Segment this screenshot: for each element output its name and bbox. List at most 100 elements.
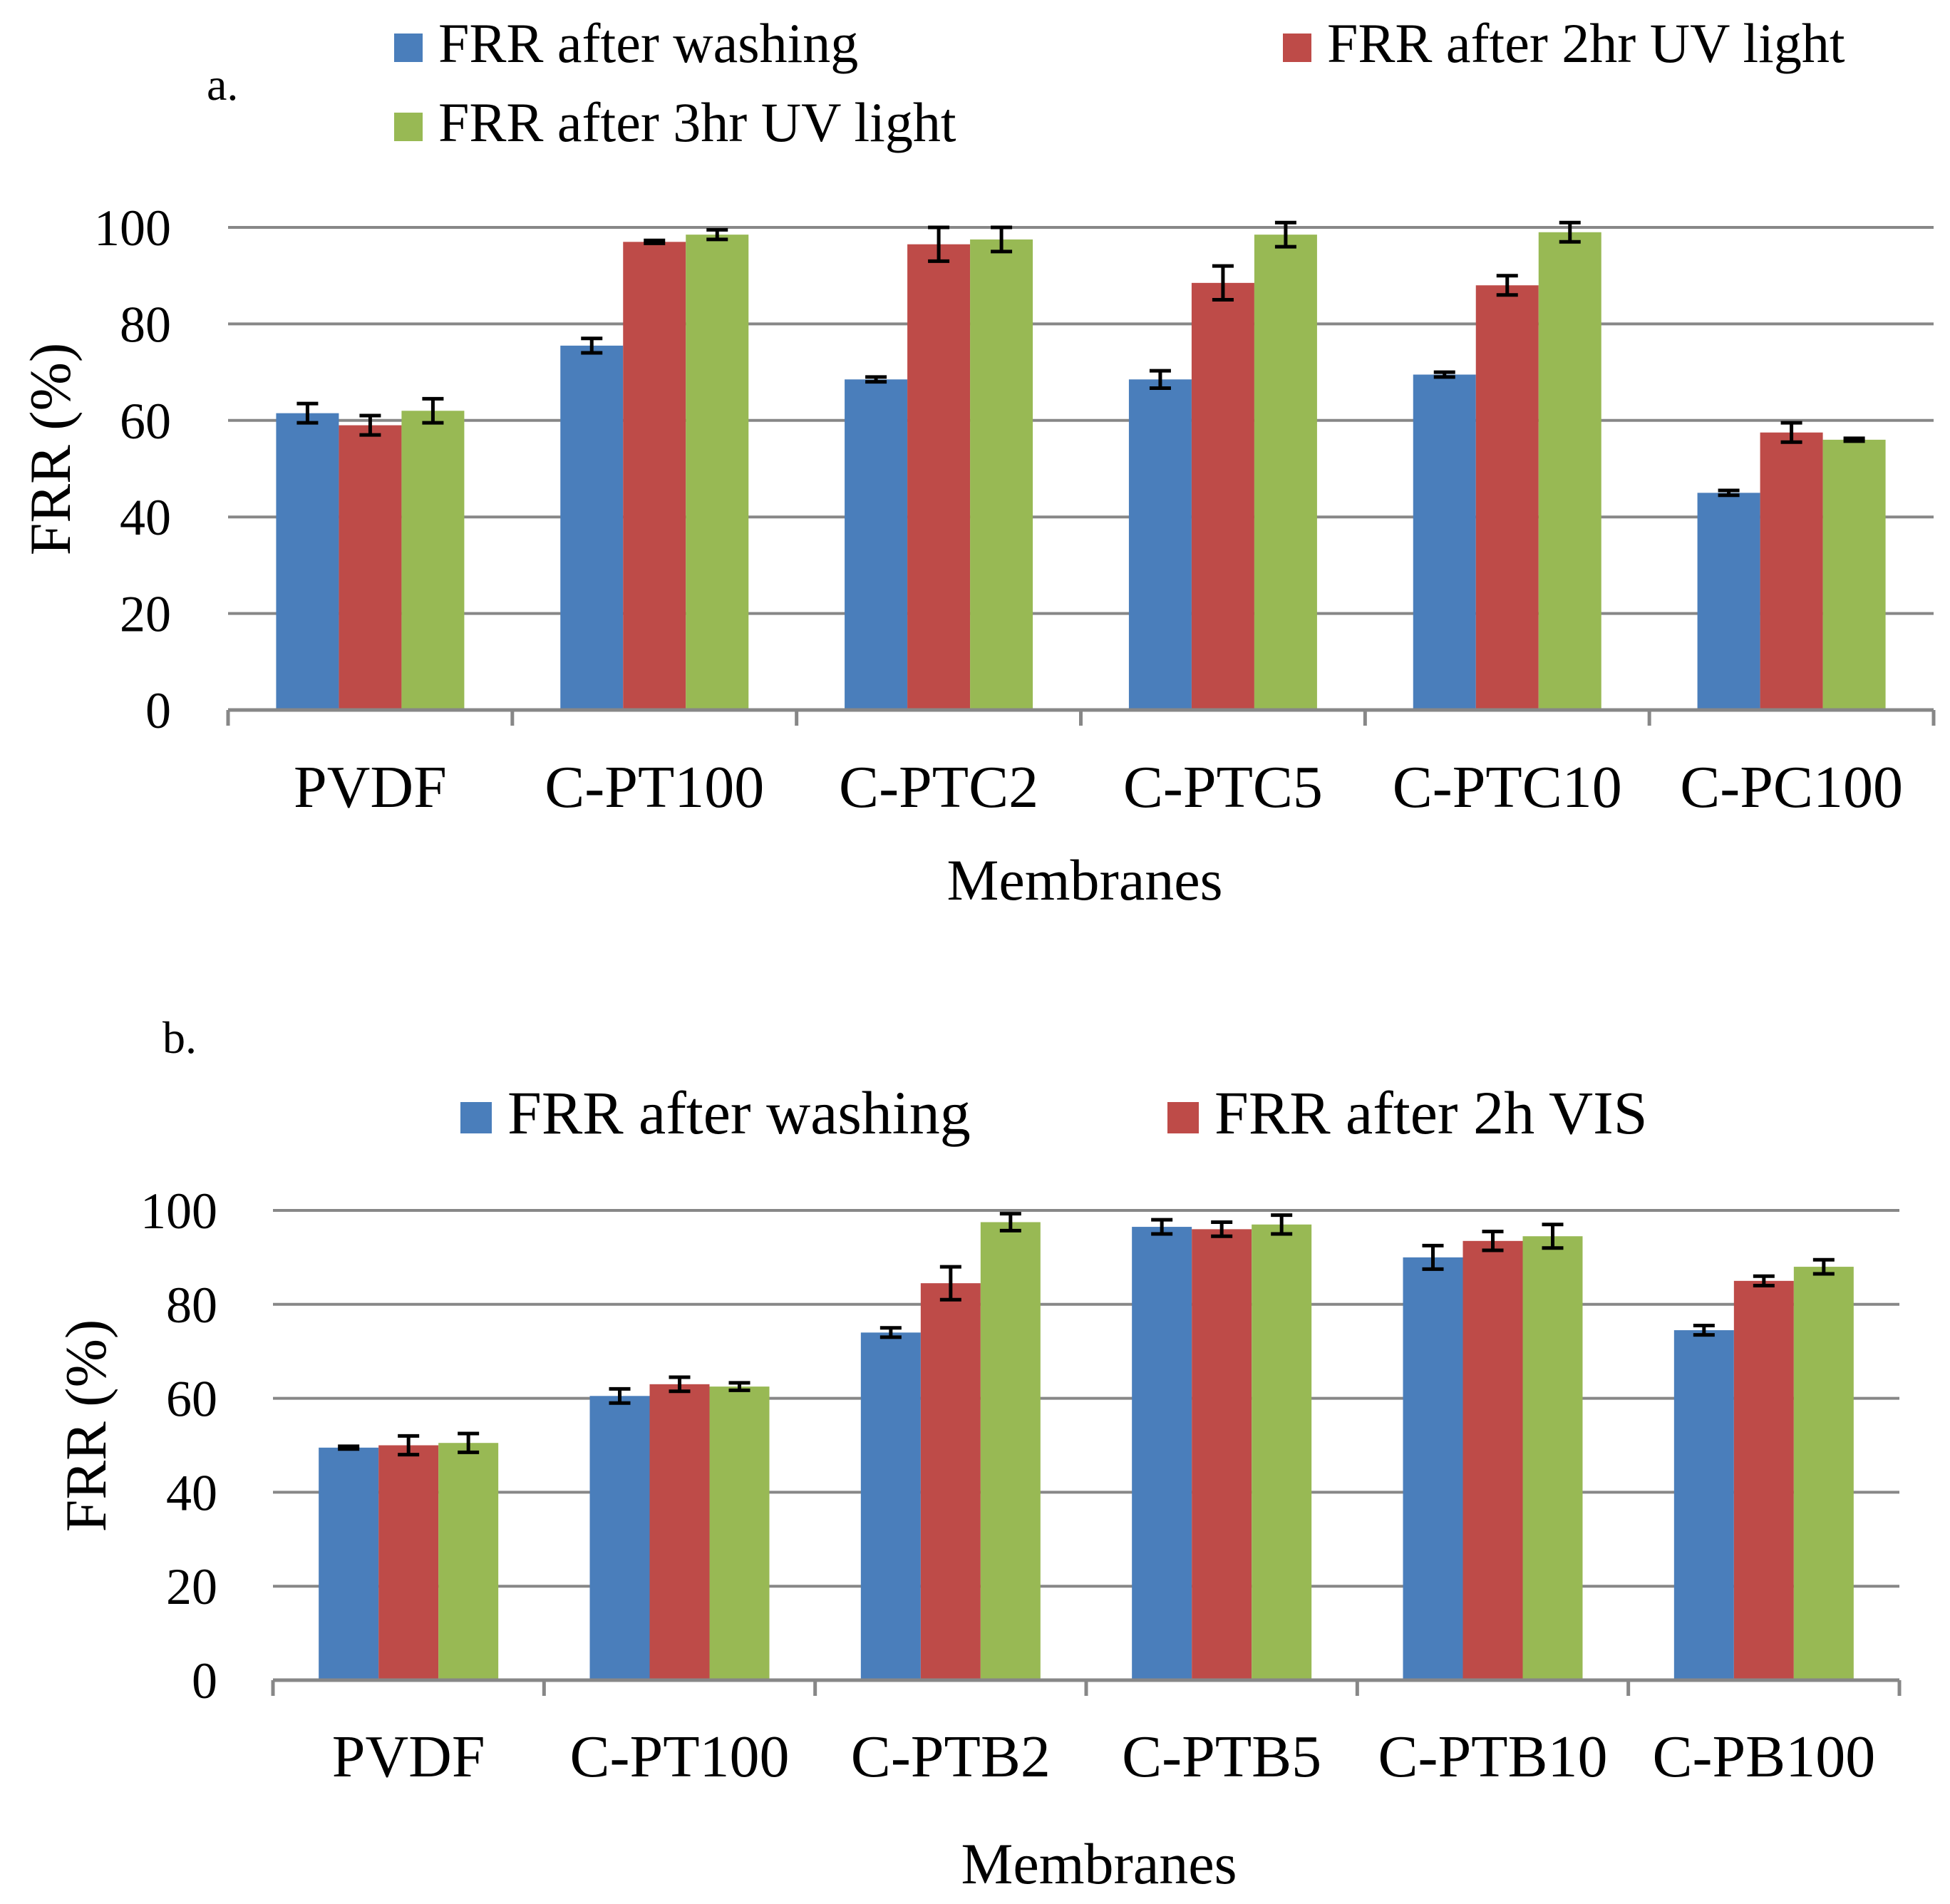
x-tick-labels-b: PVDF C-PT100 C-PTB2 C-PTB5 C-PTB10 C-PB100 [332,1724,1875,1790]
legend-label-a-1: FRR after 2hr UV light [1327,12,1845,74]
bar-a-4-2 [1538,232,1601,710]
error-bar-b-5-2 [1812,1257,1835,1276]
y-tick-label-a-5: 100 [94,200,171,257]
x-tick-label-b-0: PVDF [332,1724,485,1790]
error-bar-b-3-0 [1151,1218,1173,1236]
x-tick-label-a-4: C-PTC10 [1393,754,1622,820]
legend-label-b-1: FRR after 2h VIS [1214,1079,1648,1147]
legend-swatch-b-0 [460,1102,492,1133]
bar-a-1-2 [686,235,749,710]
bars-a [276,232,1886,711]
bar-b-3-0 [1132,1227,1192,1680]
bar-b-1-2 [709,1386,770,1680]
bar-b-0-1 [378,1445,439,1680]
bar-a-4-1 [1475,285,1539,710]
bar-a-3-1 [1191,282,1254,711]
x-axis-a [226,708,1936,726]
y-tick-label-a-4: 80 [120,296,171,353]
error-bar-b-4-2 [1542,1223,1564,1250]
bar-b-5-2 [1793,1267,1854,1680]
x-tick-label-a-2: C-PTC2 [839,754,1038,820]
error-bar-a-0-2 [422,396,444,425]
error-bar-b-5-1 [1753,1274,1775,1287]
legend-label-a-0: FRR after washing [438,12,858,74]
bar-a-3-2 [1254,235,1317,710]
error-bar-a-4-1 [1496,274,1518,297]
bar-b-5-0 [1673,1330,1734,1680]
error-bar-b-1-2 [728,1381,750,1392]
y-tick-label-a-2: 40 [120,489,171,546]
legend-swatch-b-1 [1167,1102,1199,1133]
bar-a-2-0 [845,379,908,710]
bar-b-3-1 [1192,1229,1252,1680]
x-tick-label-b-1: C-PT100 [569,1724,789,1790]
error-bar-b-2-2 [999,1212,1021,1233]
error-bar-b-1-0 [609,1386,631,1405]
y-tick-label-b-2: 40 [166,1464,217,1521]
bar-b-1-1 [649,1384,710,1680]
chart-panel-a: a. FRR after washing FRR after 2hr UV li… [18,12,1936,912]
error-bar-a-5-2 [1843,436,1865,443]
error-bar-a-2-2 [991,225,1013,254]
bar-b-2-0 [860,1332,921,1680]
error-bars-a [296,220,1865,498]
gridlines-a [228,226,1934,615]
error-bar-a-0-1 [359,413,381,437]
x-tick-label-b-2: C-PTB2 [851,1724,1051,1790]
x-axis-title-a: Membranes [946,848,1222,912]
error-bar-b-5-0 [1693,1323,1715,1337]
bar-a-1-1 [623,242,686,710]
x-tick-label-a-0: PVDF [294,754,447,820]
error-bar-b-3-2 [1271,1213,1293,1236]
error-bar-a-4-2 [1559,220,1581,244]
bar-b-2-2 [980,1222,1041,1680]
error-bar-b-1-1 [669,1375,691,1394]
bar-b-5-1 [1733,1280,1794,1680]
y-axis-title-a: FRR (%) [18,343,83,555]
error-bar-a-0-0 [296,401,319,425]
y-tick-label-a-0: 0 [145,682,171,739]
bar-b-0-0 [319,1447,379,1680]
x-tick-labels-a: PVDF C-PT100 C-PTC2 C-PTC5 C-PTC10 C-PC100 [294,754,1903,820]
y-tick-labels-b: 0 20 40 60 80 100 [140,1183,217,1709]
error-bar-b-4-0 [1422,1243,1444,1271]
y-tick-label-b-5: 100 [140,1183,217,1240]
chart-panel-b: b. FRR after washing FRR after 2h VIS 0 2… [53,1012,1902,1896]
legend-label-a-2: FRR after 3hr UV light [438,91,956,153]
bars-b [319,1222,1854,1680]
bar-a-5-0 [1697,493,1760,710]
legend-b: FRR after washing FRR after 2h VIS [460,1079,1648,1147]
bar-a-2-1 [907,244,971,710]
error-bar-b-2-1 [939,1265,961,1302]
error-bar-a-5-0 [1718,488,1740,498]
error-bar-a-4-0 [1433,370,1455,379]
bar-b-2-1 [920,1283,981,1680]
bar-a-0-1 [339,425,402,710]
bar-b-4-2 [1522,1236,1583,1680]
bar-a-0-0 [276,413,339,710]
bar-b-4-0 [1403,1257,1463,1680]
error-bar-a-5-1 [1780,421,1802,444]
error-bars-b [338,1212,1835,1457]
error-bar-a-3-0 [1149,369,1171,390]
x-tick-label-b-3: C-PTB5 [1122,1724,1321,1790]
bar-a-1-0 [560,345,624,710]
bar-a-3-0 [1128,379,1192,710]
legend-swatch-a-1 [1283,34,1311,62]
error-bar-a-2-0 [865,375,887,384]
bar-b-3-2 [1252,1224,1312,1680]
y-tick-label-a-3: 60 [120,393,171,450]
y-axis-title-b: FRR (%) [53,1319,118,1532]
error-bar-b-4-1 [1482,1230,1504,1252]
x-tick-label-b-5: C-PB100 [1652,1724,1875,1790]
y-tick-label-a-1: 20 [120,586,171,643]
error-bar-b-0-1 [398,1434,420,1457]
bar-a-5-1 [1760,432,1823,710]
x-axis-b [271,1678,1902,1696]
error-bar-b-0-2 [458,1431,480,1454]
error-bar-a-2-1 [928,225,950,263]
x-tick-label-a-1: C-PT100 [545,754,764,820]
panel-label-b: b. [162,1012,197,1063]
y-tick-labels-a: 0 20 40 60 80 100 [94,200,171,739]
